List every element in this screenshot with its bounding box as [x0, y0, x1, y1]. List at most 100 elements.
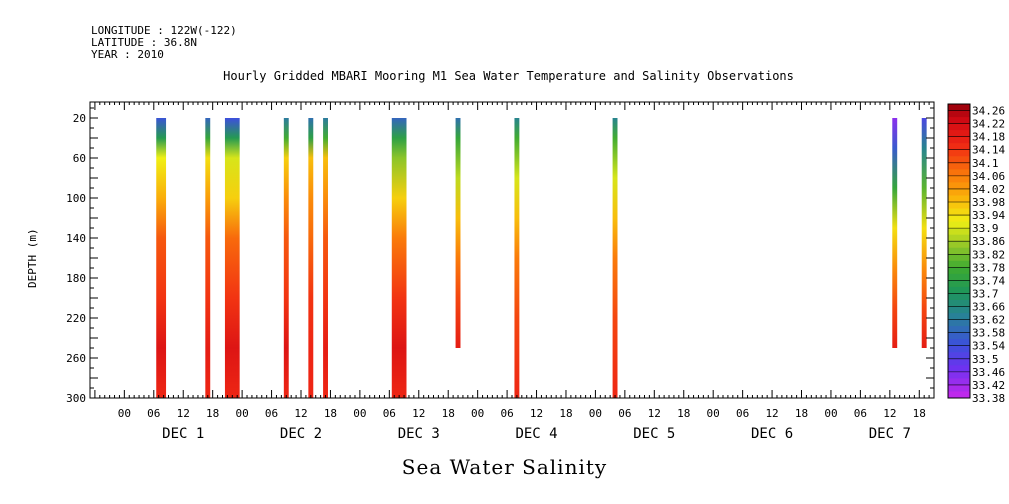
colorbar-cell: [948, 391, 970, 399]
colorbar-label: 33.62: [972, 314, 1005, 327]
longitude-label: LONGITUDE : 122W(-122): [91, 24, 237, 37]
colorbar-cell: [948, 339, 970, 347]
colorbar-label: 34.06: [972, 170, 1005, 183]
day-label: DEC 3: [398, 426, 440, 442]
colorbar-cell: [948, 123, 970, 131]
colorbar-cell: [948, 352, 970, 360]
colorbar-cell: [948, 221, 970, 229]
x-tick-label: 06: [500, 407, 513, 420]
colorbar-cell: [948, 345, 970, 353]
y-tick-label: 220: [66, 312, 86, 325]
colorbar-label: 33.7: [972, 287, 999, 300]
colorbar-label: 33.5: [972, 353, 999, 366]
salinity-bar: [205, 118, 211, 398]
colorbar-label: 34.02: [972, 183, 1005, 196]
colorbar-cell: [948, 306, 970, 314]
colorbar-cell: [948, 371, 970, 379]
colorbar-label: 33.54: [972, 340, 1005, 353]
x-tick-label: 18: [442, 407, 455, 420]
x-tick-label: 12: [294, 407, 307, 420]
x-tick-label: 18: [206, 407, 219, 420]
salinity-bar: [514, 118, 520, 398]
colorbar-cell: [948, 182, 970, 190]
colorbar-cell: [948, 319, 970, 327]
x-tick-label: 06: [265, 407, 278, 420]
x-tick-label: 18: [324, 407, 337, 420]
colorbar-cell: [948, 358, 970, 366]
colorbar-cell: [948, 188, 970, 196]
colorbar-cell: [948, 136, 970, 144]
colorbar-label: 33.46: [972, 366, 1005, 379]
y-tick-label: 260: [66, 352, 86, 365]
data-bars: [156, 118, 927, 398]
x-tick-label: 00: [824, 407, 837, 420]
x-tick-label: 06: [854, 407, 867, 420]
x-tick-label: 00: [707, 407, 720, 420]
colorbar-cell: [948, 286, 970, 294]
colorbar-label: 33.74: [972, 274, 1005, 287]
colorbar-cell: [948, 384, 970, 392]
x-tick-label: 18: [795, 407, 808, 420]
colorbar-label: 33.94: [972, 209, 1005, 222]
colorbar-cell: [948, 110, 970, 118]
day-label: DEC 6: [751, 426, 793, 442]
colorbar-cell: [948, 169, 970, 177]
colorbar-cell: [948, 241, 970, 249]
colorbar-cell: [948, 149, 970, 157]
colorbar-label: 33.82: [972, 248, 1005, 261]
y-tick-label: 60: [73, 152, 86, 165]
colorbar-cell: [948, 162, 970, 170]
x-tick-label: 12: [530, 407, 543, 420]
colorbar-cell: [948, 234, 970, 242]
salinity-bar: [892, 118, 898, 348]
colorbar-cell: [948, 117, 970, 125]
x-tick-label: 06: [383, 407, 396, 420]
x-tick-label: 12: [765, 407, 778, 420]
salinity-bar: [612, 118, 618, 398]
x-tick-label: 18: [559, 407, 572, 420]
variable-title: Sea Water Salinity: [401, 455, 608, 479]
colorbar-label: 33.58: [972, 327, 1005, 340]
colorbar-cell: [948, 293, 970, 301]
y-tick-label: 100: [66, 192, 86, 205]
colorbar-cell: [948, 215, 970, 223]
colorbar-label: 33.98: [972, 196, 1005, 209]
x-tick-label: 12: [177, 407, 190, 420]
colorbar-cell: [948, 273, 970, 281]
x-tick-label: 18: [913, 407, 926, 420]
day-label: DEC 2: [280, 426, 322, 442]
y-tick-label: 180: [66, 272, 86, 285]
colorbar-label: 33.42: [972, 379, 1005, 392]
colorbar: 34.2634.2234.1834.1434.134.0634.0233.983…: [947, 103, 1005, 405]
x-tick-label: 18: [677, 407, 690, 420]
colorbar-cell: [948, 104, 970, 112]
colorbar-cell: [948, 300, 970, 308]
colorbar-cell: [948, 332, 970, 340]
x-tick-label: 12: [883, 407, 896, 420]
x-tick-label: 06: [147, 407, 160, 420]
day-label: DEC 5: [633, 426, 675, 442]
day-label: DEC 1: [162, 426, 204, 442]
chart-title: Hourly Gridded MBARI Mooring M1 Sea Wate…: [0, 69, 1009, 83]
salinity-bar: [156, 118, 167, 398]
colorbar-cell: [948, 156, 970, 164]
salinity-bar: [308, 118, 314, 398]
colorbar-cell: [948, 208, 970, 216]
day-label: DEC 4: [515, 426, 557, 442]
y-tick-label: 300: [66, 392, 86, 405]
x-tick-label: 00: [353, 407, 366, 420]
colorbar-label: 34.26: [972, 105, 1005, 118]
axes: 20 60 100 140 180 220 260 300 00 06 12 18 00 06 12 18 00…: [66, 101, 935, 442]
colorbar-cell: [948, 228, 970, 236]
colorbar-cell: [948, 260, 970, 268]
colorbar-cell: [948, 280, 970, 288]
colorbar-cell: [948, 195, 970, 203]
colorbar-label: 34.22: [972, 118, 1005, 131]
x-tick-label: 00: [118, 407, 131, 420]
plot-frame: [89, 101, 935, 399]
salinity-bar: [224, 118, 240, 398]
colorbar-cell: [948, 365, 970, 373]
colorbar-cell: [948, 326, 970, 334]
colorbar-cell: [948, 313, 970, 321]
y-tick-label: 20: [73, 112, 86, 125]
